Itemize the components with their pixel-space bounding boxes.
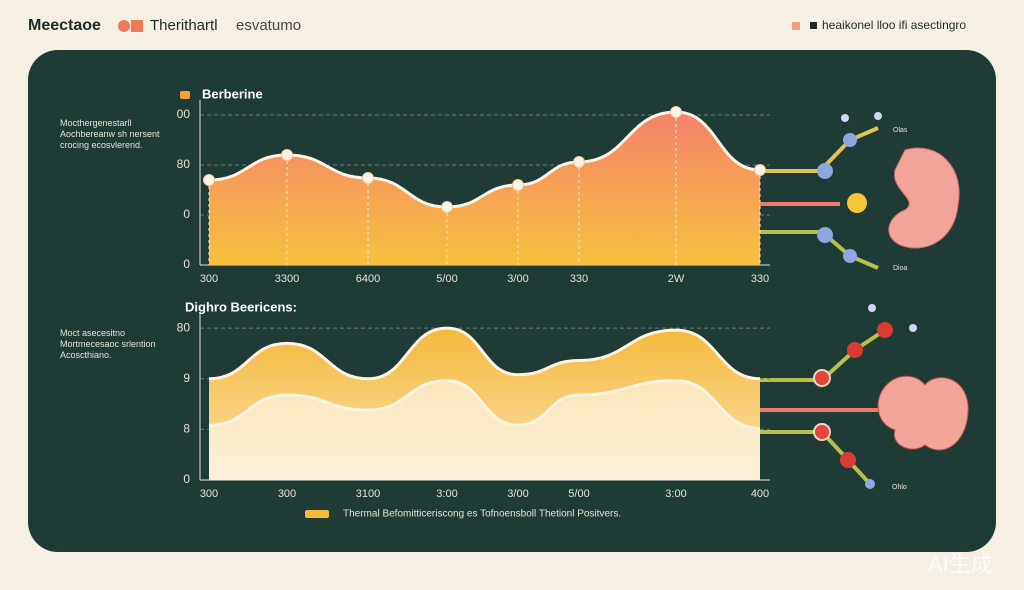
subtitle: esvatumo bbox=[236, 17, 301, 34]
y-tick-label: 9 bbox=[183, 371, 190, 385]
note-box: Moct asecesitno Mortmecesaoc srlention A… bbox=[60, 328, 156, 360]
subtitle: Therithartl bbox=[150, 17, 218, 34]
x-tick-label: 5/00 bbox=[436, 273, 457, 285]
point bbox=[754, 164, 766, 176]
y-tick-label: 80 bbox=[177, 320, 191, 334]
x-tick-label: 3/00 bbox=[507, 488, 528, 500]
point bbox=[573, 156, 585, 168]
x-tick-label: 3/00 bbox=[507, 273, 528, 285]
x-tick-label: 2W bbox=[668, 273, 685, 285]
legend-swatch bbox=[305, 510, 329, 518]
x-tick-label: 330 bbox=[570, 273, 588, 285]
watermark: AI生成 bbox=[928, 552, 993, 577]
x-tick-label: 300 bbox=[200, 488, 218, 500]
illustration bbox=[760, 126, 887, 486]
icon bbox=[118, 20, 130, 32]
y-tick-label: 0 bbox=[183, 257, 190, 271]
y-tick-label: 80 bbox=[177, 157, 191, 171]
icon bbox=[792, 22, 800, 30]
x-tick-label: 400 bbox=[751, 488, 769, 500]
x-tick-label: 3100 bbox=[356, 488, 380, 500]
x-tick-label: 3300 bbox=[275, 273, 299, 285]
x-tick-label: 300 bbox=[278, 488, 296, 500]
legend-label: Berberine bbox=[202, 86, 263, 101]
line bbox=[208, 379, 761, 430]
molecule-label: Olas bbox=[893, 127, 908, 134]
note-box: Mocthergenestarll Aochbereanw sh nersent… bbox=[60, 118, 160, 150]
legend-swatch bbox=[180, 91, 190, 99]
x-tick-label: 6400 bbox=[356, 273, 380, 285]
illustration: Olas Dioa Ohlo bbox=[813, 112, 969, 491]
x-tick-label: 3:00 bbox=[665, 488, 686, 500]
y-tick-label: 0 bbox=[183, 472, 190, 486]
point bbox=[441, 201, 453, 213]
x-tick-label: 300 bbox=[200, 273, 218, 285]
chart-title: Dighro Beericens: bbox=[185, 299, 297, 314]
y-tick-label: 0 bbox=[183, 207, 190, 221]
side-note: Mocthergenestarll Aochbereanw sh nersent… bbox=[60, 118, 160, 150]
icon bbox=[810, 22, 817, 29]
line bbox=[208, 326, 761, 381]
point bbox=[281, 149, 293, 161]
y-tick-label: 8 bbox=[183, 422, 190, 436]
molecule-label: Ohlo bbox=[892, 484, 907, 491]
brand: Mеectaoe bbox=[28, 17, 101, 34]
point bbox=[362, 172, 374, 184]
area bbox=[209, 380, 760, 480]
side-note: Moct asecesitno Mortmecesaoc srlention A… bbox=[60, 328, 156, 360]
icon bbox=[131, 20, 143, 32]
x-tick-label: 3:00 bbox=[436, 488, 457, 500]
area bbox=[209, 112, 760, 265]
molecule-label: Dioa bbox=[893, 265, 908, 272]
x-tick-label: 330 bbox=[751, 273, 769, 285]
x-tick-label: 5/00 bbox=[568, 488, 589, 500]
point bbox=[512, 179, 524, 191]
legend-label: Thermal Befomitticeriscong es Tofnoensbo… bbox=[343, 509, 621, 520]
y-tick-label: 00 bbox=[177, 107, 191, 121]
point bbox=[203, 174, 215, 186]
right-note: heaikonel lloo ifi asectingro bbox=[822, 18, 966, 32]
point bbox=[670, 106, 682, 118]
